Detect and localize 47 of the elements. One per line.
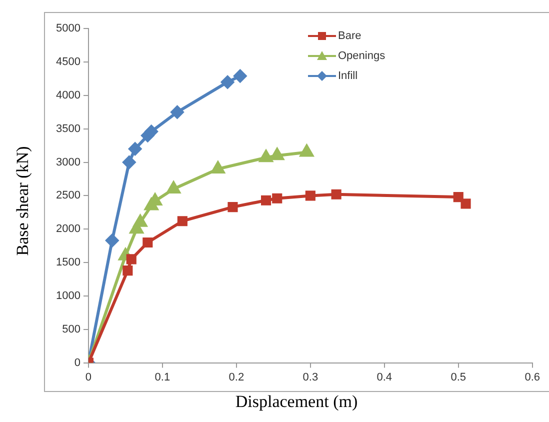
point <box>453 192 464 202</box>
legend-label: Infill <box>338 70 358 82</box>
point <box>166 182 180 194</box>
x-tick-label: 0.4 <box>376 371 392 384</box>
y-tick-label: 4000 <box>56 89 80 102</box>
y-tick-label: 3000 <box>56 156 80 168</box>
point <box>134 214 147 227</box>
x-tick-label: 0.3 <box>302 371 318 384</box>
y-tick-label: 500 <box>62 323 80 336</box>
legend-label: Bare <box>338 30 362 42</box>
point <box>228 202 238 212</box>
x-tick-label: 0.6 <box>524 371 540 384</box>
point <box>221 76 234 89</box>
point <box>270 148 284 160</box>
point <box>142 237 153 248</box>
point <box>177 216 188 226</box>
point <box>144 125 158 138</box>
y-tick-label: 4500 <box>56 56 80 68</box>
y-axis-title: Base shear (kN) <box>13 146 33 256</box>
point <box>122 156 136 169</box>
point <box>211 161 225 174</box>
point <box>272 193 282 204</box>
point <box>259 150 273 162</box>
x-tick-label: 0.5 <box>450 371 466 384</box>
y-tick-label: 1000 <box>56 290 80 302</box>
y-tick-label: 0 <box>74 356 80 369</box>
point <box>305 190 316 201</box>
legend-label: Openings <box>338 50 386 62</box>
x-tick-label: 0.2 <box>228 371 244 384</box>
point <box>128 142 142 156</box>
y-tick-label: 5000 <box>56 22 80 35</box>
point <box>122 266 133 276</box>
y-tick-label: 2500 <box>56 190 80 202</box>
point <box>170 106 184 119</box>
y-tick-label: 3500 <box>56 122 80 135</box>
x-tick-label: 0.1 <box>154 371 170 384</box>
x-axis-title: Displacement (m) <box>234 392 359 412</box>
point <box>331 189 342 200</box>
point <box>234 70 247 83</box>
point <box>460 198 471 209</box>
x-tick-label: 0 <box>85 371 92 384</box>
y-tick-label: 2000 <box>56 223 80 236</box>
point <box>260 195 272 206</box>
point <box>106 234 119 247</box>
point <box>300 144 314 157</box>
y-tick-label: 1500 <box>56 256 80 269</box>
point <box>126 254 136 264</box>
